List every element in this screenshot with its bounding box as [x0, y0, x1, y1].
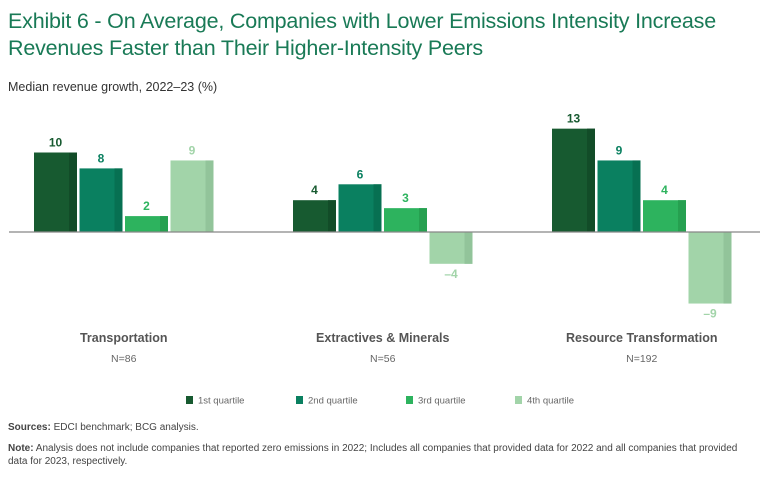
category-label: Transportation	[80, 331, 168, 345]
legend-item: 3rd quartile	[406, 396, 466, 407]
bar-shade	[678, 200, 686, 232]
bar	[384, 208, 427, 232]
bar-3-0	[125, 216, 168, 232]
value-label: 10	[49, 136, 63, 150]
bar-3-1	[384, 208, 427, 232]
bar-4-0	[170, 160, 214, 232]
bar-shade	[723, 232, 732, 304]
legend-swatch	[186, 396, 193, 404]
bar-shade	[373, 184, 382, 232]
value-label: –4	[444, 267, 458, 281]
bar-shade	[114, 168, 123, 232]
legend-item: 1st quartile	[186, 396, 244, 407]
legend-label: 4th quartile	[527, 396, 574, 407]
bar-shade	[328, 200, 336, 232]
value-label: 9	[616, 143, 623, 157]
note-text: Analysis does not include companies that…	[8, 443, 738, 467]
legend-label: 3rd quartile	[418, 396, 466, 407]
sources-text: EDCI benchmark; BCG analysis.	[50, 422, 199, 433]
bars-group	[34, 128, 732, 304]
legend-label: 1st quartile	[198, 396, 244, 407]
value-label: 4	[311, 183, 318, 197]
value-label: 3	[402, 191, 409, 205]
sample-size-label: N=56	[370, 353, 396, 365]
value-label: 9	[189, 143, 196, 157]
value-label: –9	[703, 307, 717, 321]
note: Note: Analysis does not include companie…	[8, 443, 748, 468]
value-labels-group: 10 8 2 9 4 6 3 –4 13 9 4 –9	[49, 112, 717, 321]
bar-4-1	[429, 232, 473, 264]
bar-3-2	[643, 200, 686, 232]
bar-1-2	[552, 128, 595, 232]
legend-item: 2nd quartile	[296, 396, 358, 407]
bar-shade	[632, 160, 641, 232]
sources: Sources: EDCI benchmark; BCG analysis.	[8, 422, 199, 433]
value-label: 8	[98, 151, 105, 165]
legend: 1st quartile 2nd quartile 3rd quartile 4th …	[186, 396, 574, 407]
bar-shade	[587, 128, 595, 232]
sources-label: Sources:	[8, 422, 51, 433]
chart-title: Exhibit 6 - On Average, Companies with L…	[8, 9, 716, 60]
legend-swatch	[515, 396, 522, 404]
sample-size-label: N=192	[626, 353, 657, 365]
legend-swatch	[406, 396, 413, 404]
note-label: Note:	[8, 443, 34, 454]
bar-shade	[205, 160, 214, 232]
sample-size-label: N=86	[111, 353, 137, 365]
value-label: 4	[661, 183, 668, 197]
bar	[125, 216, 168, 232]
legend-item: 4th quartile	[515, 396, 574, 407]
value-label: 6	[357, 167, 364, 181]
category-labels-group: Transportation N=86 Extractives & Minerals…	[80, 331, 717, 365]
bar-shade	[419, 208, 427, 232]
bar-2-0	[79, 168, 123, 232]
bar-1-0	[34, 152, 77, 232]
bar-4-2	[688, 232, 732, 304]
chart-subtitle: Median revenue growth, 2022–23 (%)	[8, 80, 218, 94]
bar-2-2	[597, 160, 641, 232]
bar-1-1	[293, 200, 336, 232]
legend-label: 2nd quartile	[308, 396, 358, 407]
bar-shade	[160, 216, 168, 232]
bar-shade	[464, 232, 473, 264]
legend-swatch	[296, 396, 303, 404]
category-label: Resource Transformation	[566, 331, 717, 345]
bar-2-1	[338, 184, 382, 232]
category-label: Extractives & Minerals	[316, 331, 449, 345]
value-label: 13	[567, 112, 581, 126]
bar-shade	[69, 152, 77, 232]
value-label: 2	[143, 199, 150, 213]
